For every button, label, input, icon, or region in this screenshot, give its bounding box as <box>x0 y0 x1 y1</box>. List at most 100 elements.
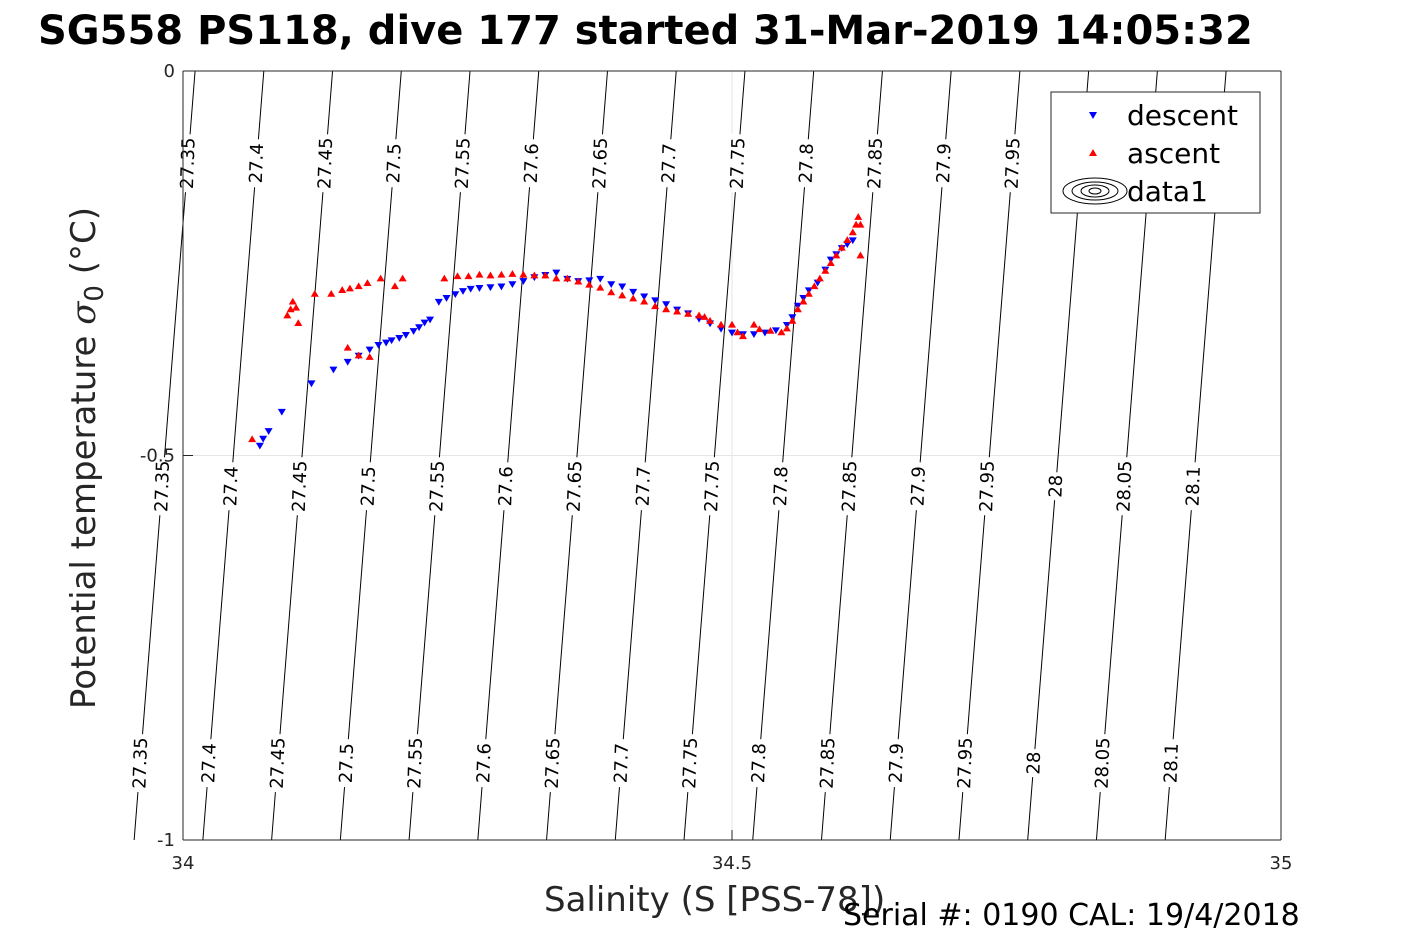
data-point-ascent <box>486 271 495 279</box>
density-contour-line <box>133 70 196 841</box>
density-contour-label-text: 28.05 <box>1114 460 1137 512</box>
density-contour-label-text: 27.65 <box>542 737 565 789</box>
data-point-ascent <box>837 243 846 251</box>
density-contour-label: 27.45 <box>287 456 312 516</box>
data-point-descent <box>771 327 780 335</box>
density-contour-label: 27.6 <box>519 138 544 188</box>
density-contour-label-text: 27.8 <box>748 743 770 784</box>
density-contour-label: 27.5 <box>356 461 381 511</box>
density-contour-label-text: 28.1 <box>1182 466 1204 507</box>
data-point-descent <box>277 408 286 416</box>
data-point-ascent <box>738 332 747 340</box>
data-point-descent <box>519 278 528 285</box>
data-point-ascent <box>345 284 354 292</box>
data-point-ascent <box>810 282 819 290</box>
data-point-ascent <box>464 272 473 280</box>
legend-swatch-contour <box>1088 187 1102 195</box>
density-contour-label-text: 27.35 <box>129 737 152 789</box>
data-point-ascent <box>519 270 528 278</box>
density-contour-line <box>202 70 265 841</box>
legend-label: descent <box>1127 99 1238 132</box>
y-axis-label: Potential temperature σ0 (°C) <box>64 207 110 709</box>
data-point-ascent <box>508 270 517 277</box>
density-contour-label-text: 27.5 <box>336 743 358 784</box>
density-contour-label-bg <box>197 738 221 788</box>
data-point-ascent <box>585 280 594 288</box>
data-point-ascent <box>453 272 462 280</box>
density-contour-label-text: 27.7 <box>658 143 680 184</box>
data-point-ascent <box>563 274 572 282</box>
density-contour-label: 27.95 <box>974 456 999 516</box>
density-contour-label-text: 27.9 <box>886 743 908 784</box>
data-point-descent <box>508 281 517 289</box>
density-contour-label-text: 28.05 <box>1092 737 1115 789</box>
density-contour-label: 28.1 <box>1159 738 1184 788</box>
data-point-descent <box>409 328 418 335</box>
calibration-footer: Serial #: 0190 CAL: 19/4/2018 <box>843 898 1300 933</box>
data-point-descent <box>596 275 605 283</box>
density-contour-label-bg <box>540 733 565 793</box>
data-point-ascent <box>354 282 363 290</box>
density-contour-label-bg <box>450 133 475 193</box>
density-contour-line <box>339 70 402 841</box>
density-contour-label: 27.9 <box>932 138 956 188</box>
density-contour-label: 27.9 <box>884 738 909 788</box>
data-point-descent <box>749 331 758 338</box>
density-contour-label-bg <box>1044 471 1068 501</box>
data-point-ascent <box>640 297 649 305</box>
data-point-ascent <box>749 320 758 328</box>
density-contour-label-bg <box>356 461 381 511</box>
legend-box <box>1050 91 1261 214</box>
data-point-ascent <box>854 213 863 220</box>
density-contour-label-text: 27.85 <box>864 137 887 189</box>
data-point-ascent <box>327 290 336 297</box>
data-point-ascent <box>552 274 561 282</box>
data-point-descent <box>629 288 638 296</box>
data-point-descent <box>497 283 506 291</box>
density-contour-label-bg <box>1022 748 1046 778</box>
data-point-descent <box>728 329 736 337</box>
data-point-ascent <box>793 305 802 313</box>
data-point-descent <box>451 291 460 299</box>
density-contour-label-bg <box>837 456 862 516</box>
density-contour-line <box>271 70 334 841</box>
data-point-descent <box>374 341 383 349</box>
density-contour-label-text: 27.65 <box>589 137 612 189</box>
data-point-ascent <box>856 220 865 228</box>
data-point-ascent <box>673 307 682 315</box>
data-point-ascent <box>821 266 830 274</box>
data-point-descent <box>434 298 443 306</box>
x-tick-label: 34 <box>172 853 195 874</box>
data-point-descent <box>401 331 410 339</box>
data-point-ascent <box>684 310 693 317</box>
density-contour-label-text: 27.7 <box>611 743 633 784</box>
density-contour-label-text: 27.6 <box>473 743 495 784</box>
density-contour-label-text: 27.85 <box>839 460 862 512</box>
density-contour-label-bg <box>150 456 175 516</box>
data-point-ascent <box>733 328 742 336</box>
data-point-ascent <box>354 351 363 359</box>
density-contour-label-text: 28 <box>1023 751 1045 775</box>
data-point-ascent <box>832 251 841 259</box>
data-point-ascent <box>292 303 301 311</box>
data-point-ascent <box>804 290 813 297</box>
density-contour-label: 27.75 <box>678 733 703 793</box>
density-contour-label-text: 27.7 <box>633 466 655 507</box>
data-point-descent <box>475 285 484 292</box>
density-contour-label: 27.7 <box>657 138 681 188</box>
density-contour-label: 28 <box>1022 748 1046 778</box>
data-point-ascent <box>541 271 550 279</box>
density-contour-label-text: 27.6 <box>495 466 517 507</box>
density-contour-label: 27.55 <box>450 133 475 193</box>
data-point-ascent <box>574 277 583 285</box>
density-contour-label: 28 <box>1044 471 1068 501</box>
density-contour-label-bg <box>175 133 200 193</box>
data-point-ascent <box>826 259 835 267</box>
density-contour-label-text: 27.9 <box>908 466 930 507</box>
density-contour-label-bg <box>313 133 338 193</box>
density-contour-label: 27.8 <box>768 461 793 511</box>
data-point-ascent <box>310 290 319 297</box>
density-contour-label: 27.55 <box>403 733 428 793</box>
legend-label: data1 <box>1127 175 1208 208</box>
density-contour-label: 27.9 <box>906 461 931 511</box>
